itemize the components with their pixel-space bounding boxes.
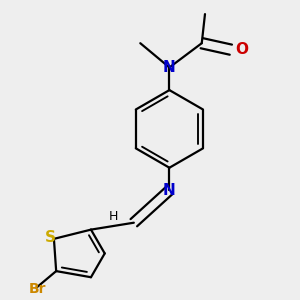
Text: H: H (108, 210, 118, 223)
Text: N: N (163, 183, 176, 198)
Text: N: N (163, 60, 176, 75)
Text: O: O (236, 42, 249, 57)
Text: Br: Br (29, 282, 46, 296)
Text: S: S (44, 230, 56, 245)
